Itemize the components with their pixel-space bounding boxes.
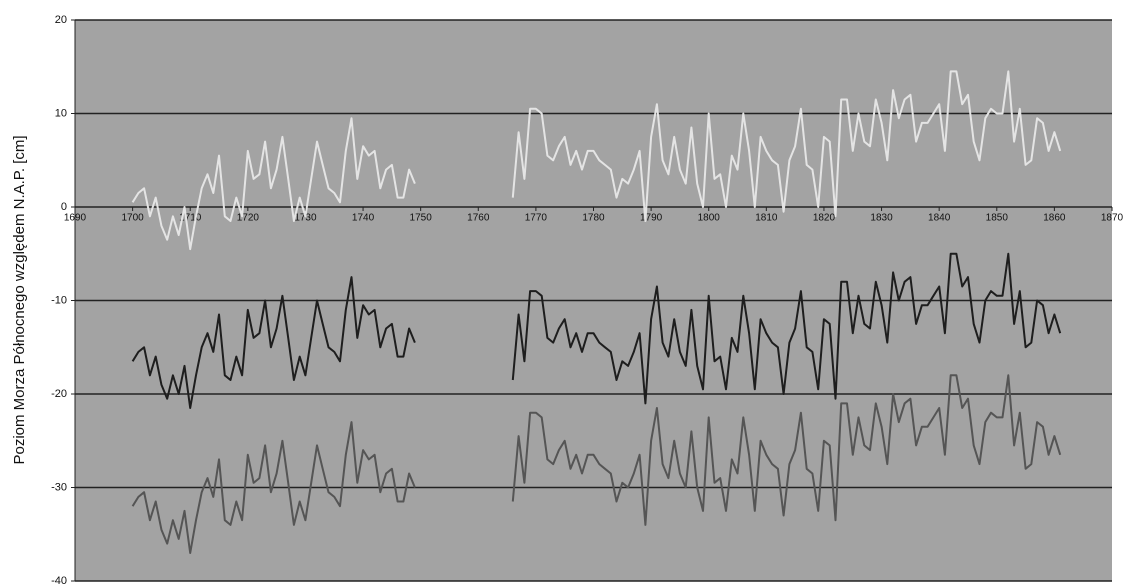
x-tick-label: 1780 — [582, 213, 605, 224]
x-tick-label: 1730 — [294, 213, 317, 224]
x-tick-label: 1840 — [928, 213, 951, 224]
y-tick-label: 20 — [55, 14, 67, 26]
x-tick-label: 1820 — [813, 213, 836, 224]
x-tick-label: 1700 — [121, 213, 144, 224]
x-tick-label: 1760 — [467, 213, 490, 224]
x-tick-label: 1790 — [640, 213, 663, 224]
x-tick-label: 1850 — [986, 213, 1009, 224]
y-tick-label: -30 — [51, 481, 67, 493]
x-tick-label: 1690 — [64, 213, 87, 224]
y-tick-label: -40 — [51, 575, 67, 587]
y-tick-label: 10 — [55, 107, 67, 119]
x-tick-label: 1720 — [237, 213, 260, 224]
y-tick-label: -20 — [51, 388, 67, 400]
y-tick-label: 0 — [61, 201, 67, 213]
x-tick-label: 1710 — [179, 213, 202, 224]
x-tick-label: 1800 — [698, 213, 721, 224]
x-tick-label: 1870 — [1101, 213, 1124, 224]
x-tick-label: 1770 — [525, 213, 548, 224]
y-tick-label: -10 — [51, 294, 67, 306]
x-tick-label: 1830 — [870, 213, 893, 224]
series-line — [131, 252, 1062, 409]
x-tick-label: 1740 — [352, 213, 375, 224]
x-tick-label: 1810 — [755, 213, 778, 224]
x-tick-label: 1860 — [1043, 213, 1066, 224]
series-line — [131, 70, 1062, 251]
series-line — [131, 374, 1062, 554]
x-tick-label: 1750 — [410, 213, 433, 224]
y-axis-label: Poziom Morza Północnego względem N.A.P. … — [11, 135, 28, 464]
